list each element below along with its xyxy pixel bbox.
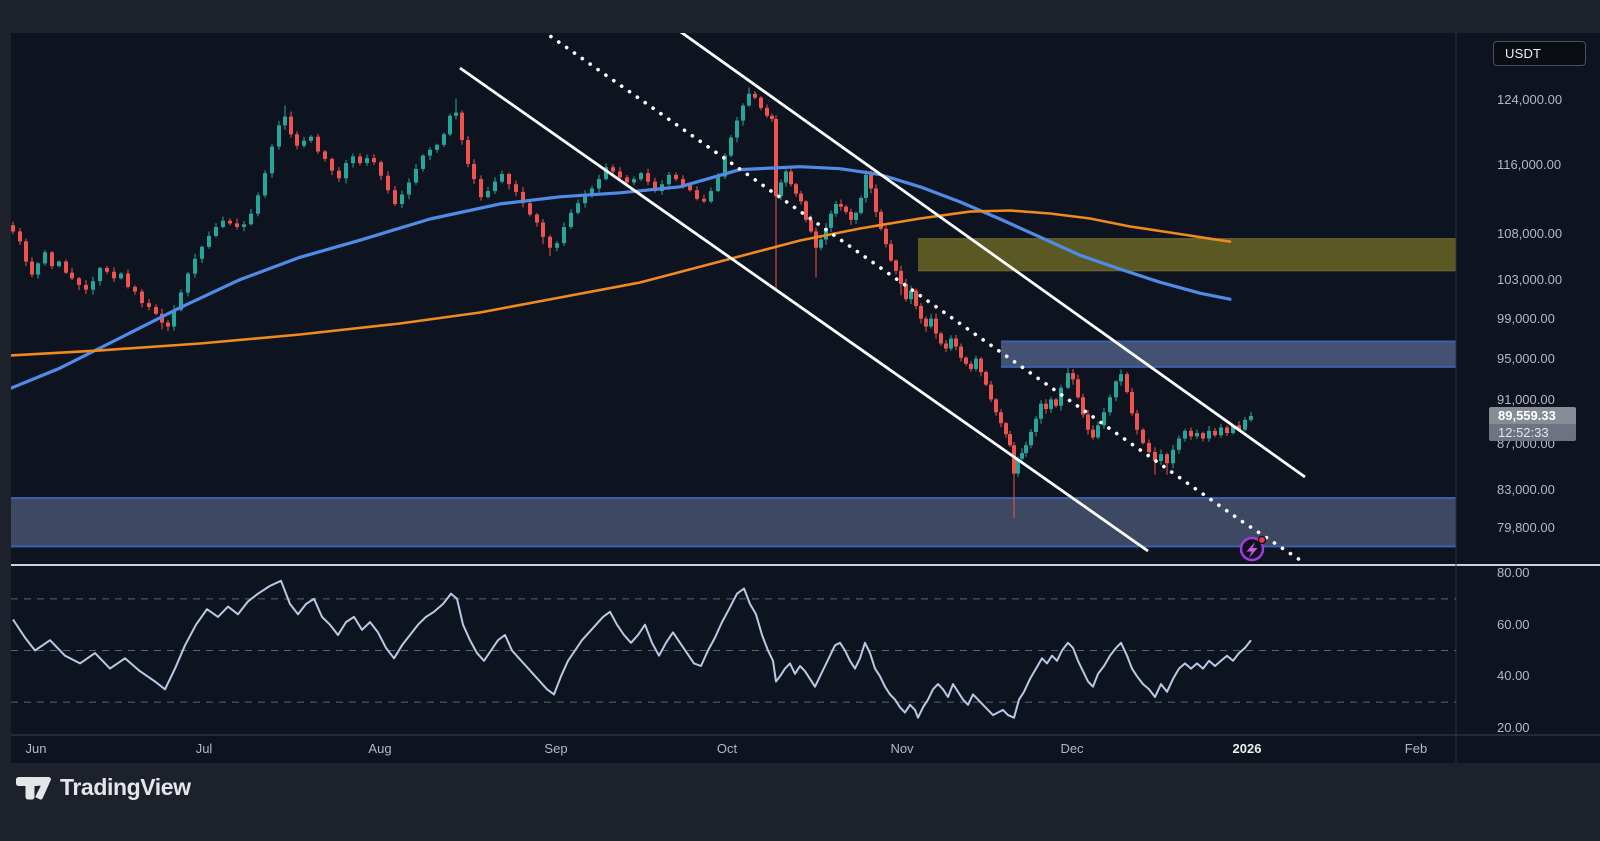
tradingview-logomark-icon [15, 773, 51, 802]
lightning-marker[interactable] [1239, 535, 1267, 562]
rsi-pane[interactable] [11, 579, 1456, 719]
ma-slow-orange[interactable] [11, 209, 1232, 357]
last-price-value: 89,559.33 [1489, 407, 1576, 424]
rsi-line [12, 579, 1252, 719]
channel-line-left[interactable] [459, 66, 1149, 553]
tradingview-logo[interactable]: TradingView [15, 773, 191, 802]
last-price-label[interactable]: 89,559.33 12:52:33 [1489, 407, 1576, 441]
currency-badge[interactable]: USDT [1493, 41, 1586, 66]
channel-line-right[interactable] [678, 30, 1306, 479]
bar-countdown: 12:52:33 [1489, 424, 1576, 441]
support-zone-blue[interactable] [11, 497, 1456, 548]
candlestick-series [11, 87, 1253, 519]
currency-badge-label: USDT [1505, 46, 1542, 61]
brand-name: TradingView [60, 774, 191, 800]
resistance-zone-blue[interactable] [1001, 340, 1456, 368]
resistance-zone-yellow[interactable] [918, 238, 1456, 272]
